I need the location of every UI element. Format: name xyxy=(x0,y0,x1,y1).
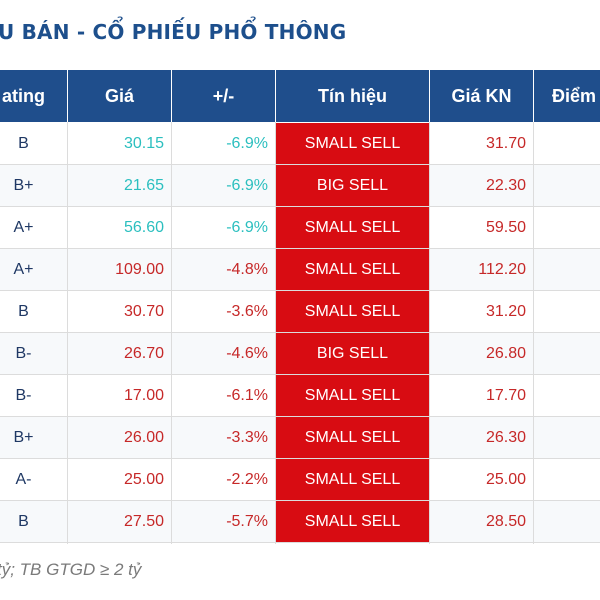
cell-kn-price: 31.70 xyxy=(485,135,526,152)
cell-signal: SMALL SELL xyxy=(276,249,429,291)
header-kn-price[interactable]: Giá KN xyxy=(430,70,533,122)
header-divider xyxy=(275,70,276,122)
cell-score xyxy=(534,417,600,459)
cell-kn-price: 17.70 xyxy=(485,387,526,404)
column-divider xyxy=(429,70,430,544)
cell-score xyxy=(534,333,600,375)
header-divider xyxy=(67,70,68,122)
header-rating[interactable]: ating xyxy=(0,70,67,122)
cell-price: 30.15 xyxy=(123,135,164,152)
header-divider xyxy=(171,70,172,122)
header-score[interactable]: Điểm xyxy=(534,70,600,122)
cell-price: 17.00 xyxy=(123,387,164,404)
cell-kn-price: 28.50 xyxy=(485,513,526,530)
cell-change: -6.9% xyxy=(226,219,268,236)
cell-rating: B- xyxy=(15,345,32,362)
cell-signal: SMALL SELL xyxy=(276,375,429,417)
cell-score xyxy=(534,123,600,165)
cell-change: -5.7% xyxy=(226,513,268,530)
cell-kn-price: 31.20 xyxy=(485,303,526,320)
cell-rating: B+ xyxy=(13,177,34,194)
cell-score xyxy=(534,165,600,207)
cell-change: -4.6% xyxy=(226,345,268,362)
cell-kn-price: 22.30 xyxy=(485,177,526,194)
cell-kn-price: 26.80 xyxy=(485,345,526,362)
cell-signal: SMALL SELL xyxy=(276,207,429,249)
stock-table: ating Giá +/- Tín hiệu Giá KN Điểm B 30.1… xyxy=(0,70,600,544)
cell-signal: SMALL SELL xyxy=(276,291,429,333)
cell-price: 56.60 xyxy=(123,219,164,236)
cell-change: -6.9% xyxy=(226,177,268,194)
cell-change: -6.1% xyxy=(226,387,268,404)
cell-score xyxy=(534,207,600,249)
header-divider xyxy=(533,70,534,122)
cell-rating: B xyxy=(18,513,29,530)
cell-signal: SMALL SELL xyxy=(276,417,429,459)
row-divider xyxy=(0,164,600,165)
row-divider xyxy=(0,332,600,333)
column-divider xyxy=(533,70,534,544)
header-price[interactable]: Giá xyxy=(68,70,171,122)
cell-price: 30.70 xyxy=(123,303,164,320)
cell-signal: BIG SELL xyxy=(276,165,429,207)
cell-rating: A+ xyxy=(13,219,34,236)
cell-rating: B xyxy=(18,303,29,320)
cell-score xyxy=(534,459,600,501)
row-divider xyxy=(0,374,600,375)
cell-kn-price: 25.00 xyxy=(485,471,526,488)
cell-change: -3.3% xyxy=(226,429,268,446)
cell-price: 27.50 xyxy=(123,513,164,530)
cell-signal: SMALL SELL xyxy=(276,501,429,543)
page-title: U BÁN - CỔ PHIẾU PHỔ THÔNG xyxy=(0,0,600,70)
header-signal[interactable]: Tín hiệu xyxy=(276,70,429,122)
cell-score xyxy=(534,375,600,417)
cell-signal: SMALL SELL xyxy=(276,459,429,501)
cell-price: 109.00 xyxy=(115,261,164,278)
cell-rating: B xyxy=(18,135,29,152)
cell-rating: B+ xyxy=(13,429,34,446)
cell-price: 25.00 xyxy=(123,471,164,488)
cell-change: -4.8% xyxy=(226,261,268,278)
cell-price: 26.00 xyxy=(123,429,164,446)
cell-score xyxy=(534,249,600,291)
cell-rating: B- xyxy=(15,387,32,404)
cell-kn-price: 112.20 xyxy=(478,261,526,278)
row-divider xyxy=(0,416,600,417)
row-divider xyxy=(0,290,600,291)
column-divider xyxy=(275,70,276,544)
cell-change: -3.6% xyxy=(226,303,268,320)
cell-change: -2.2% xyxy=(226,471,268,488)
cell-signal: BIG SELL xyxy=(276,333,429,375)
footnote: tỷ; TB GTGD ≥ 2 tỷ xyxy=(0,560,142,579)
row-divider xyxy=(0,248,600,249)
cell-change: -6.9% xyxy=(226,135,268,152)
column-divider xyxy=(67,70,68,544)
column-divider xyxy=(171,70,172,544)
header-change[interactable]: +/- xyxy=(172,70,275,122)
cell-price: 26.70 xyxy=(123,345,164,362)
cell-kn-price: 26.30 xyxy=(485,429,526,446)
cell-kn-price: 59.50 xyxy=(485,219,526,236)
header-divider xyxy=(429,70,430,122)
cell-score xyxy=(534,291,600,333)
cell-rating: A+ xyxy=(13,261,34,278)
page-title-text: U BÁN - CỔ PHIẾU PHỔ THÔNG xyxy=(0,20,347,44)
row-divider xyxy=(0,542,600,543)
cell-signal: SMALL SELL xyxy=(276,123,429,165)
row-divider xyxy=(0,500,600,501)
cell-score xyxy=(534,501,600,543)
cell-rating: A- xyxy=(15,471,32,488)
cell-price: 21.65 xyxy=(123,177,164,194)
row-divider xyxy=(0,458,600,459)
row-divider xyxy=(0,206,600,207)
